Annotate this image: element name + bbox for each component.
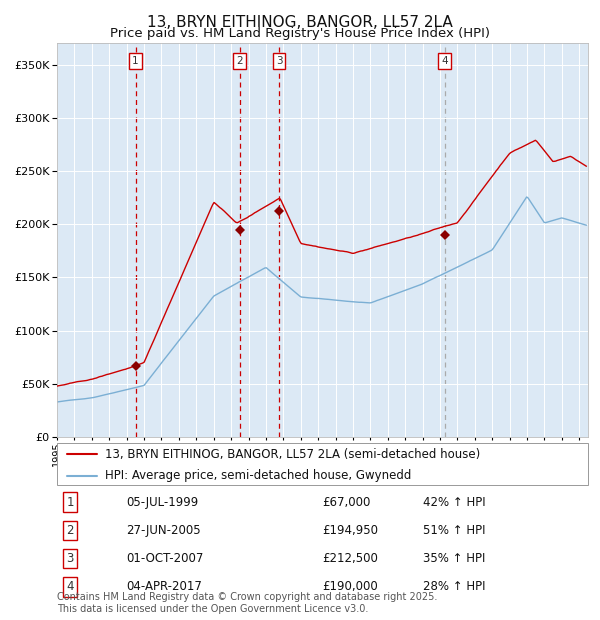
Text: 28% ↑ HPI: 28% ↑ HPI — [424, 580, 486, 593]
Text: 3: 3 — [275, 56, 282, 66]
Text: 13, BRYN EITHINOG, BANGOR, LL57 2LA (semi-detached house): 13, BRYN EITHINOG, BANGOR, LL57 2LA (sem… — [105, 448, 480, 461]
Text: 04-APR-2017: 04-APR-2017 — [126, 580, 202, 593]
FancyBboxPatch shape — [57, 443, 588, 485]
Text: 42% ↑ HPI: 42% ↑ HPI — [424, 495, 486, 508]
Text: 3: 3 — [67, 552, 74, 565]
Text: 2: 2 — [236, 56, 243, 66]
Text: 4: 4 — [67, 580, 74, 593]
Text: 4: 4 — [441, 56, 448, 66]
Text: £194,950: £194,950 — [323, 524, 379, 537]
Text: 1: 1 — [67, 495, 74, 508]
Text: 13, BRYN EITHINOG, BANGOR, LL57 2LA: 13, BRYN EITHINOG, BANGOR, LL57 2LA — [147, 15, 453, 30]
Text: 01-OCT-2007: 01-OCT-2007 — [126, 552, 203, 565]
Text: 35% ↑ HPI: 35% ↑ HPI — [424, 552, 486, 565]
Text: Price paid vs. HM Land Registry's House Price Index (HPI): Price paid vs. HM Land Registry's House … — [110, 27, 490, 40]
Text: £67,000: £67,000 — [323, 495, 371, 508]
Text: 05-JUL-1999: 05-JUL-1999 — [126, 495, 198, 508]
Text: 27-JUN-2005: 27-JUN-2005 — [126, 524, 200, 537]
Text: Contains HM Land Registry data © Crown copyright and database right 2025.
This d: Contains HM Land Registry data © Crown c… — [57, 592, 437, 614]
Text: HPI: Average price, semi-detached house, Gwynedd: HPI: Average price, semi-detached house,… — [105, 469, 411, 482]
Text: £212,500: £212,500 — [323, 552, 379, 565]
Text: 1: 1 — [132, 56, 139, 66]
Text: 51% ↑ HPI: 51% ↑ HPI — [424, 524, 486, 537]
Text: £190,000: £190,000 — [323, 580, 378, 593]
Text: 2: 2 — [67, 524, 74, 537]
